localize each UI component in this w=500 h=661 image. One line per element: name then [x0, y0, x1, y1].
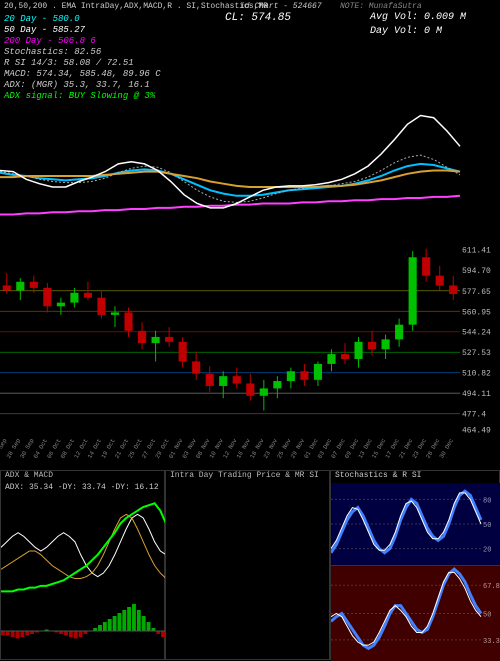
intraday-panel: Intra Day Trading Price & MR SI: [165, 470, 330, 660]
close-price: CL: 574.85: [225, 12, 291, 24]
adx-macd-panel: ADX & MACD ADX: 35.34 -DY: 33.74 -DY: 16…: [0, 470, 165, 660]
info-line: 20 Day - 580.0: [4, 14, 80, 24]
header-info: 20,50,200 . EMA IntraDay,ADX,MACD,R . SI…: [0, 0, 500, 110]
svg-text:611.41: 611.41: [462, 246, 491, 255]
adx-readout: ADX: 35.34 -DY: 33.74 -DY: 16.12: [5, 483, 159, 492]
svg-text:33.38: 33.38: [483, 638, 500, 646]
adx-title: ADX & MACD: [5, 471, 53, 480]
svg-text:80: 80: [483, 497, 491, 505]
price-chart-svg: 611.41 594.70 577.65 560.95 544.24 527.53 510.…: [0, 245, 500, 470]
stochastics-panel: Stochastics & R SI 80 50 20: [330, 470, 500, 565]
svg-text:527.53: 527.53: [462, 349, 491, 358]
svg-text:464.49: 464.49: [462, 426, 491, 435]
avg-volume: Avg Vol: 0.009 M: [370, 12, 466, 23]
svg-text:50: 50: [483, 612, 491, 620]
svg-text:560.95: 560.95: [462, 308, 491, 317]
sub-panels-row: ADX & MACD ADX: 35.34 -DY: 33.74 -DY: 16…: [0, 470, 500, 660]
info-line: Stochastics: 82.56: [4, 47, 101, 57]
info-line: 200 Day - 506.8 6: [4, 36, 96, 46]
note-label: NOTE: MunafaSutra: [340, 2, 422, 11]
rsi-svg: 67.88 50 33.38: [331, 566, 500, 661]
svg-text:477.4: 477.4: [462, 411, 486, 420]
chart-config-line: 20,50,200 . EMA IntraDay,ADX,MACD,R . SI…: [4, 2, 268, 11]
ma-chart-panel: [0, 110, 500, 220]
svg-text:67.88: 67.88: [483, 583, 500, 591]
svg-text:494.11: 494.11: [462, 390, 491, 399]
svg-text:577.65: 577.65: [462, 288, 491, 297]
stoch-title: Stochastics & R SI: [335, 471, 421, 480]
svg-text:594.70: 594.70: [462, 267, 491, 276]
stoch-svg: 80 50 20: [331, 483, 500, 565]
trading-chart-page: 20,50,200 . EMA IntraDay,ADX,MACD,R . SI…: [0, 0, 500, 660]
svg-text:510.82: 510.82: [462, 370, 491, 379]
svg-text:544.24: 544.24: [462, 329, 491, 338]
info-line: R SI 14/3: 58.08 / 72.51: [4, 58, 134, 68]
info-line: MACD: 574.34, 585.48, 89.96 C: [4, 69, 161, 79]
svg-text:20: 20: [483, 547, 491, 555]
rsi-panel: 67.88 50 33.38: [330, 565, 500, 660]
info-line: ADX: (MGR) 35.3, 33.7, 16.1: [4, 80, 150, 90]
ma-chart-svg: [0, 110, 500, 220]
symbol-info: id Chart - 524667: [240, 2, 322, 11]
svg-text:50: 50: [483, 522, 491, 530]
intra-title: Intra Day Trading Price & MR SI: [170, 471, 319, 480]
price-chart-panel: 611.41 594.70 577.65 560.95 544.24 527.53 510.…: [0, 245, 500, 470]
info-line: 50 Day - 585.27: [4, 25, 85, 35]
adx-svg: [1, 496, 166, 661]
day-volume: Day Vol: 0 M: [370, 26, 442, 37]
info-line: ADX signal: BUY Slowing @ 3%: [4, 91, 155, 101]
